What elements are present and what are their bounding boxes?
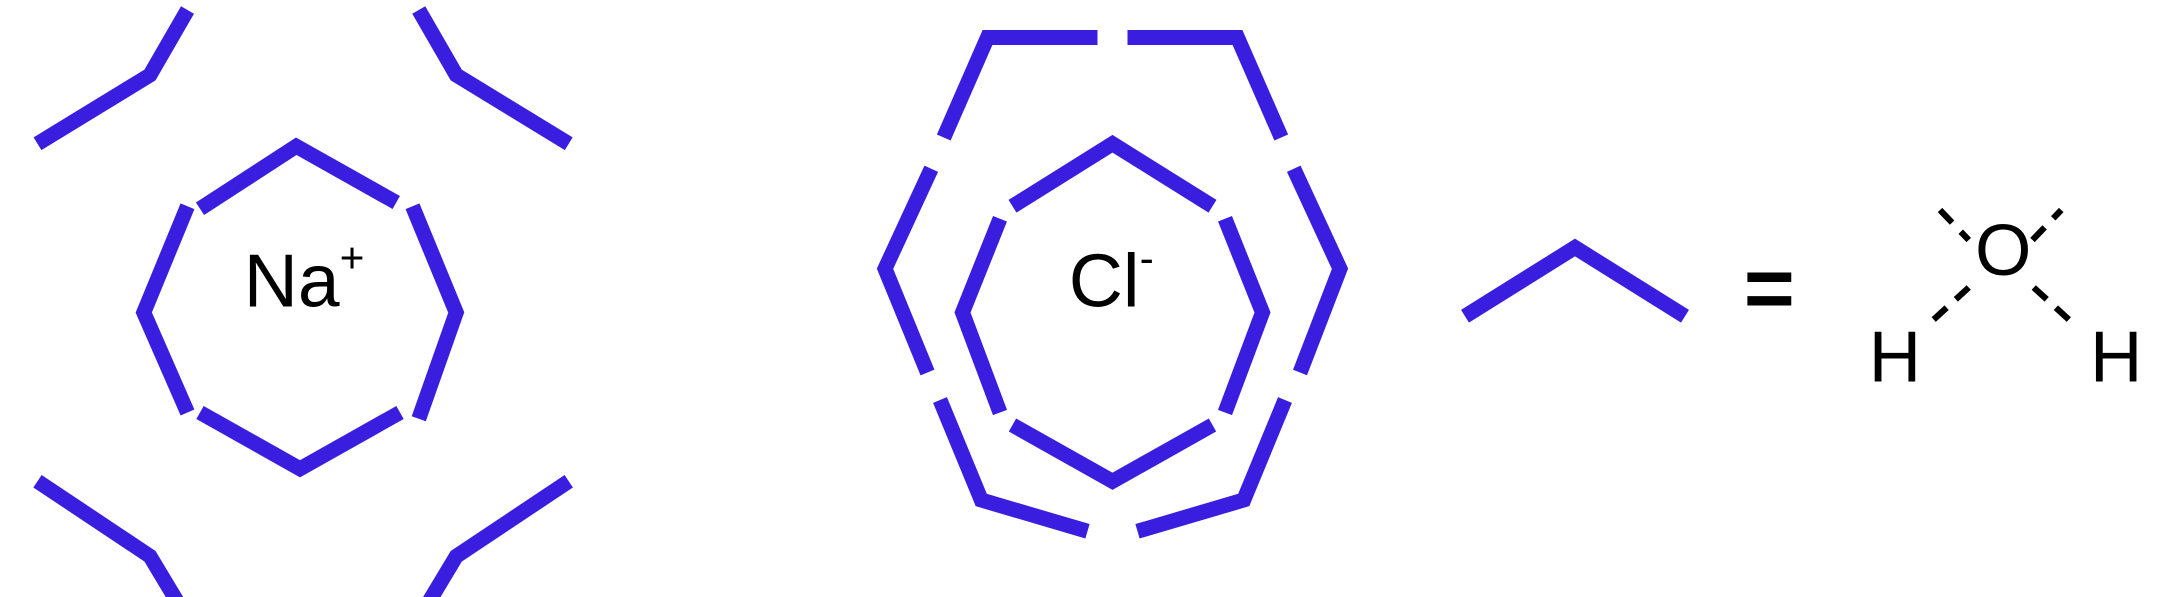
water-wedge: [1013, 425, 1213, 481]
sodium-solvation: Na+: [38, 10, 569, 597]
lone-pair-dash: [1940, 210, 1969, 240]
oh-bond-dash: [2034, 288, 2078, 328]
water-wedge: [144, 206, 188, 412]
water-wedge: [200, 413, 400, 469]
water-wedge: [419, 10, 569, 144]
water-wedge: [1128, 38, 1282, 138]
legend: = OH H: [1465, 210, 2142, 397]
oh-bond-dash: [1925, 288, 1969, 328]
chloride-label: Cl-: [1069, 236, 1154, 323]
water-wedge: [940, 400, 1088, 531]
sodium-label: Na+: [244, 236, 365, 323]
water-wedge: [1138, 400, 1286, 531]
water-oxygen: O: [1975, 210, 2031, 291]
water-wedge: [1013, 144, 1213, 207]
lone-pair-dash: [2033, 210, 2062, 240]
diagram-canvas: Na+ Cl- = OH H: [0, 0, 2183, 597]
water-h-left: H: [1869, 316, 1921, 397]
chloride-solvation: Cl-: [885, 38, 1340, 532]
water-wedge: [963, 219, 1001, 413]
equals-sign: =: [1744, 239, 1795, 337]
water-wedge: [1465, 248, 1685, 317]
water-wedge: [200, 146, 396, 209]
water-wedge: [1294, 169, 1340, 373]
water-wedge: [38, 481, 188, 597]
water-wedge: [944, 38, 1098, 138]
water-h-right: H: [2090, 316, 2142, 397]
water-wedge: [413, 206, 457, 419]
water-wedge: [885, 169, 931, 373]
water-wedge: [1225, 219, 1263, 413]
water-wedge: [38, 10, 188, 144]
water-wedge: [419, 481, 569, 597]
